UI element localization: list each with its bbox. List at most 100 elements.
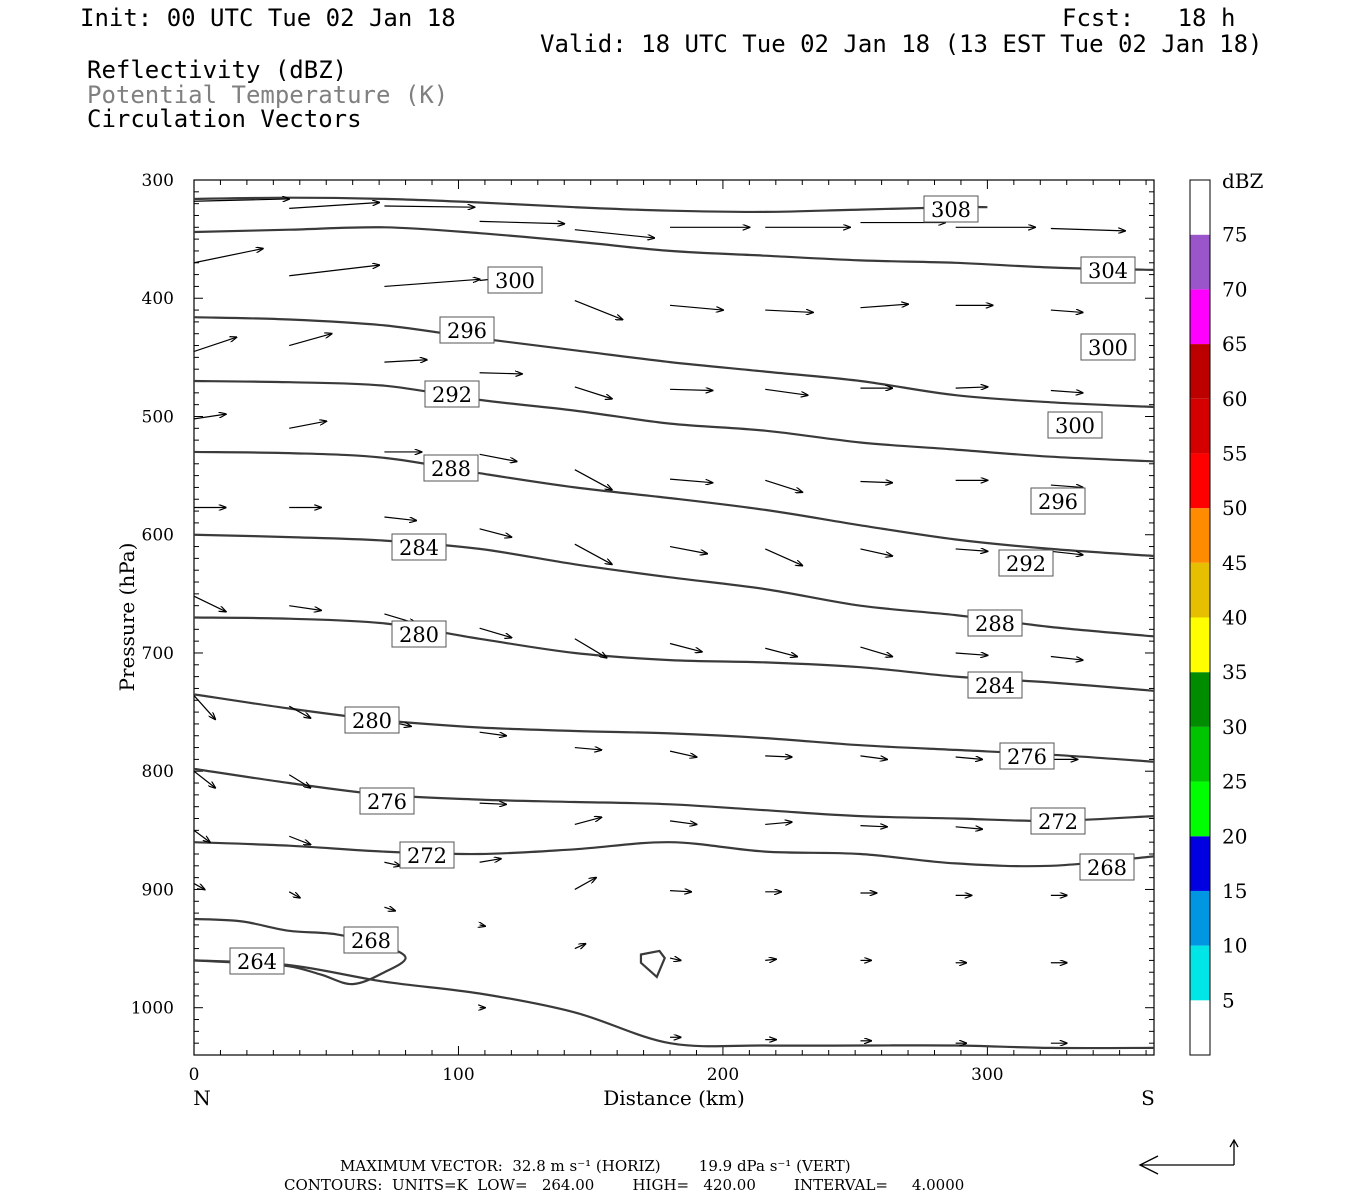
circulation-vector bbox=[670, 389, 712, 390]
reference-vector-icon bbox=[1138, 1138, 1239, 1175]
circulation-vector bbox=[1050, 310, 1083, 312]
contour-label: 296 bbox=[439, 316, 495, 344]
colorbar-tick-label: 15 bbox=[1222, 879, 1247, 903]
contour-label-box bbox=[999, 742, 1055, 770]
contour-label: 288 bbox=[423, 454, 479, 482]
circulation-vector bbox=[574, 386, 612, 399]
circulation-vector bbox=[479, 453, 517, 461]
contour-label-text: 284 bbox=[975, 674, 1015, 698]
contour-label: 296 bbox=[1030, 487, 1086, 515]
colorbar-tick-label: 45 bbox=[1222, 551, 1247, 575]
circulation-vector bbox=[574, 469, 612, 490]
colorbar-tick-label: 70 bbox=[1222, 277, 1247, 301]
contour-label-box bbox=[359, 787, 415, 815]
field-label-reflectivity: Reflectivity (dBZ) bbox=[87, 56, 348, 84]
circulation-vector bbox=[669, 820, 696, 825]
y-axis-title: Pressure (hPa) bbox=[115, 543, 139, 692]
isentrope-closed-cell bbox=[639, 949, 667, 979]
contour-label-box bbox=[923, 195, 979, 223]
colorbar-segment bbox=[1190, 726, 1210, 782]
contour-label: 292 bbox=[424, 380, 480, 408]
contour-label: 272 bbox=[399, 841, 455, 869]
circulation-vector bbox=[860, 304, 908, 309]
circulation-vector bbox=[955, 387, 988, 388]
x-tick-label: 100 bbox=[442, 1065, 474, 1085]
contour-label-text: 284 bbox=[399, 536, 439, 560]
contour-label-text: 300 bbox=[495, 269, 535, 293]
circulation-vector bbox=[669, 304, 723, 310]
x-axis-end-label-north: N bbox=[193, 1086, 211, 1110]
circulation-vector bbox=[479, 528, 512, 537]
contour-label-text: 308 bbox=[931, 198, 971, 222]
circulation-vector bbox=[479, 803, 506, 804]
contour-label-text: 304 bbox=[1088, 259, 1128, 283]
circulation-vector bbox=[574, 748, 601, 750]
field-label-circulation-vectors: Circulation Vectors bbox=[87, 105, 362, 133]
circulation-vector bbox=[574, 543, 612, 564]
circulation-vector bbox=[764, 548, 802, 566]
contour-label-text: 296 bbox=[1038, 490, 1078, 514]
colorbar-segment bbox=[1190, 398, 1210, 454]
circulation-vector bbox=[384, 907, 395, 911]
circulation-vector bbox=[288, 891, 300, 898]
colorbar-tick-label: 40 bbox=[1222, 606, 1247, 630]
circulation-vector bbox=[194, 883, 205, 890]
circulation-vector bbox=[480, 925, 485, 926]
circulation-vector bbox=[955, 653, 988, 655]
y-tick-label: 900 bbox=[142, 880, 174, 900]
contour-label-box bbox=[487, 266, 543, 294]
contour-label-box bbox=[1079, 853, 1135, 881]
isentrope-292 bbox=[194, 450, 1154, 558]
contour-label-text: 276 bbox=[1007, 745, 1047, 769]
isentrope-272 bbox=[194, 841, 1154, 868]
y-tick-label: 800 bbox=[142, 762, 174, 782]
colorbar-tick-label: 60 bbox=[1222, 387, 1247, 411]
circulation-vector bbox=[384, 360, 426, 362]
contour-label-box bbox=[1047, 411, 1103, 439]
colorbar-tick-label: 75 bbox=[1222, 223, 1247, 247]
circulation-vector bbox=[194, 199, 289, 201]
colorbar-tick-label: 25 bbox=[1222, 770, 1247, 794]
isentrope-296 bbox=[194, 379, 1154, 463]
circulation-vector bbox=[860, 482, 892, 483]
x-tick-label: 200 bbox=[707, 1065, 739, 1085]
contour-label: 268 bbox=[1079, 853, 1135, 881]
y-tick-label: 1000 bbox=[131, 999, 174, 1019]
circulation-vectors bbox=[194, 199, 1125, 1043]
isentrope-304 bbox=[194, 226, 1154, 271]
circulation-vector bbox=[955, 757, 982, 759]
contour-label: 300 bbox=[1047, 411, 1103, 439]
circulation-vector bbox=[765, 388, 807, 395]
circulation-vector bbox=[765, 959, 776, 960]
contour-label: 284 bbox=[391, 533, 447, 561]
y-tick-label: 600 bbox=[142, 526, 174, 546]
field-label-potential-temperature: Potential Temperature (K) bbox=[87, 81, 449, 109]
circulation-vector bbox=[574, 300, 623, 320]
circulation-vector bbox=[955, 549, 988, 551]
circulation-vector bbox=[860, 548, 892, 556]
colorbar-tick-label: 35 bbox=[1222, 660, 1247, 684]
x-axis-end-label-south: S bbox=[1141, 1086, 1155, 1110]
contour-label-text: 268 bbox=[1087, 856, 1127, 880]
x-tick-label: 0 bbox=[189, 1065, 200, 1085]
circulation-vector bbox=[194, 595, 226, 611]
circulation-vector bbox=[765, 756, 791, 757]
contour-label-text: 292 bbox=[1006, 552, 1046, 576]
contour-label-text: 300 bbox=[1055, 414, 1095, 438]
colorbar-tick-label: 55 bbox=[1222, 441, 1247, 465]
contour-label: 264 bbox=[229, 947, 285, 975]
colorbar-segment bbox=[1190, 453, 1210, 509]
colorbar-segment bbox=[1190, 672, 1210, 727]
contour-label-text: 280 bbox=[399, 623, 439, 647]
circulation-vector bbox=[289, 605, 321, 611]
circulation-vector bbox=[194, 770, 215, 788]
init-time-label: Init: 00 UTC Tue 02 Jan 18 bbox=[80, 4, 456, 32]
contour-label-text: 272 bbox=[407, 844, 447, 868]
contour-label-box bbox=[967, 609, 1023, 637]
circulation-vector bbox=[669, 642, 702, 652]
circulation-vector bbox=[765, 647, 797, 656]
circulation-vector bbox=[574, 638, 607, 658]
circulation-vector bbox=[384, 206, 474, 207]
contour-label-box bbox=[1080, 333, 1136, 361]
colorbar-tick-label: 50 bbox=[1222, 496, 1247, 520]
